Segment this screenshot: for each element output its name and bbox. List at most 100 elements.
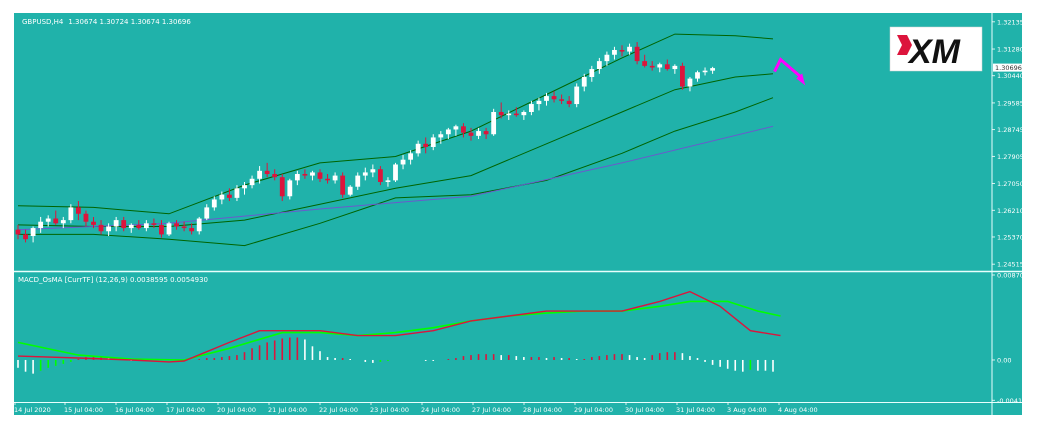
- candle-body: [128, 224, 134, 229]
- candle-body: [249, 178, 255, 186]
- price-tick-label: 1.29585: [997, 99, 1022, 107]
- price-panel: [15, 33, 806, 247]
- time-tick-label: 31 Jul 04:00: [676, 406, 715, 414]
- candle-body: [438, 134, 444, 138]
- candle-body: [596, 61, 602, 70]
- candle-body: [619, 49, 625, 52]
- candle-body: [506, 113, 512, 116]
- candle-body: [355, 175, 361, 187]
- macd-title: MACD_OsMA [CurrTF] (12,26,9) 0.0038595 0…: [18, 276, 208, 284]
- candle-body: [340, 175, 346, 195]
- time-tick-label: 16 Jul 04:00: [115, 406, 154, 414]
- xm-logo: XM: [889, 26, 983, 72]
- candle-body: [38, 221, 44, 229]
- macd-tick-label: 0.00: [997, 356, 1011, 364]
- candle-body: [45, 218, 51, 222]
- candle-body: [98, 224, 104, 232]
- candle-body: [378, 169, 383, 182]
- candle-body: [461, 126, 466, 133]
- macd-panel: [17, 290, 781, 374]
- candle-body: [211, 199, 217, 208]
- candle-body: [400, 159, 406, 165]
- candle-body: [60, 220, 66, 224]
- candle-body: [415, 143, 421, 154]
- time-tick-label: 28 Jul 04:00: [523, 406, 562, 414]
- candle-body: [544, 96, 549, 101]
- current-price-box: [993, 63, 1022, 72]
- candle-body: [642, 61, 648, 66]
- candle-body: [347, 186, 353, 195]
- candle-body: [604, 54, 610, 62]
- axes-layer: 1.32135 1.31280 1.30440 1.29585 1.28745 1.279…: [14, 13, 1022, 415]
- time-tick-label: 14 Jul 2020: [14, 406, 51, 414]
- candle-body: [272, 174, 278, 178]
- time-tick-label: 3 Aug 04:00: [727, 406, 767, 414]
- candle-body: [189, 228, 195, 232]
- candle-body: [287, 180, 293, 197]
- price-tick-label: 1.28745: [997, 126, 1022, 134]
- bollinger-middle-line: [17, 73, 774, 227]
- macd-tick-label: -0.004124: [997, 397, 1022, 405]
- candle-body: [702, 70, 708, 73]
- candle-body: [657, 64, 663, 68]
- candle-body: [589, 69, 595, 78]
- moving-average-line: [17, 125, 774, 231]
- candle-body: [634, 46, 640, 62]
- candle-body: [627, 46, 632, 52]
- forecast-arrow-line: [773, 57, 802, 78]
- price-tick-label: 1.24515: [997, 261, 1022, 269]
- candle-body: [143, 223, 149, 229]
- time-tick-label: 22 Jul 04:00: [319, 406, 358, 414]
- candle-body: [83, 213, 89, 222]
- candle-body: [30, 228, 36, 237]
- candle-body: [68, 207, 74, 221]
- candle-body: [121, 220, 127, 229]
- candle-body: [257, 170, 262, 179]
- time-tick-label: 30 Jul 04:00: [625, 406, 664, 414]
- candle-body: [332, 175, 338, 181]
- candle-body: [664, 64, 670, 70]
- time-tick-label: 17 Jul 04:00: [166, 406, 205, 414]
- time-tick-label: 21 Jul 04:00: [268, 406, 307, 414]
- forecast-arrow-head: [796, 73, 806, 86]
- candle-body: [483, 131, 489, 135]
- candle-body: [234, 188, 240, 198]
- candle-body: [529, 104, 534, 112]
- time-tick-label: 29 Jul 04:00: [574, 406, 613, 414]
- candle-body: [445, 129, 451, 135]
- candle-body: [23, 234, 28, 240]
- candle-body: [196, 218, 202, 232]
- candle-body: [370, 169, 376, 173]
- candle-body: [91, 221, 96, 225]
- macd-main-line: [17, 290, 781, 363]
- macd-signal-line: [17, 300, 781, 361]
- candle-body: [325, 178, 330, 181]
- candle-body: [219, 194, 225, 200]
- candle-body: [468, 132, 474, 136]
- candle-body: [680, 65, 685, 87]
- candle-body: [302, 174, 308, 176]
- candle-body: [136, 224, 142, 229]
- time-tick-label: 15 Jul 04:00: [64, 406, 103, 414]
- price-tick-label: 1.32135: [997, 18, 1022, 26]
- time-tick-label: 27 Jul 04:00: [472, 406, 511, 414]
- candle-body: [159, 224, 164, 235]
- candle-body: [521, 111, 527, 116]
- candle-body: [166, 223, 172, 235]
- candle-body: [204, 207, 210, 219]
- candle-body: [574, 86, 580, 105]
- candle-body: [151, 223, 157, 225]
- price-chart-title: GBPUSD,H4 1.30674 1.30724 1.30674 1.30696: [22, 18, 191, 26]
- chart-canvas: 1.32135 1.31280 1.30440 1.29585 1.28745 1.279…: [14, 13, 1022, 415]
- time-tick-label: 23 Jul 04:00: [370, 406, 409, 414]
- candle-body: [453, 126, 459, 130]
- candle-body: [536, 100, 542, 105]
- candle-body: [695, 72, 700, 79]
- candle-body: [15, 229, 21, 235]
- candle-body: [362, 172, 368, 176]
- candle-body: [385, 180, 391, 182]
- candle-body: [559, 99, 564, 101]
- bollinger-upper-line: [17, 33, 774, 215]
- candle-body: [106, 226, 111, 232]
- current-price-label: 1.30696: [995, 64, 1022, 72]
